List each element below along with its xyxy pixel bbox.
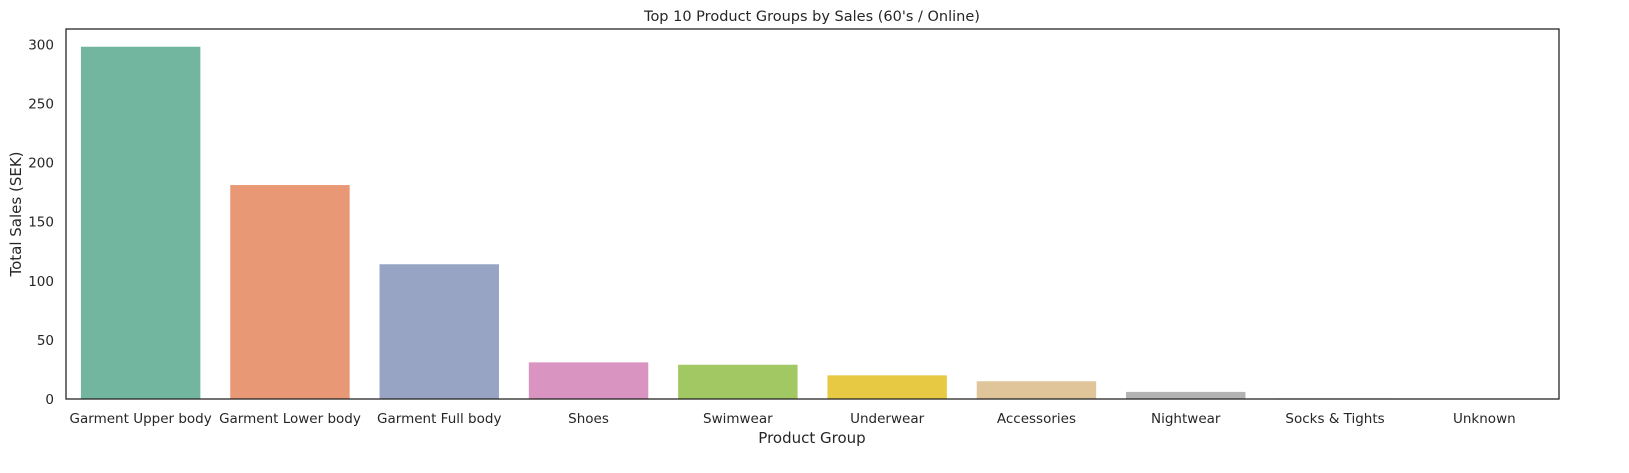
x-tick-label-socks-and-tights: Socks & Tights: [1285, 411, 1384, 427]
y-tick-labels: 0 50 100 150 200 250 300: [28, 37, 54, 408]
x-tick-label-underwear: Underwear: [850, 411, 924, 427]
x-tick-label-accessories: Accessories: [997, 411, 1076, 427]
bar-shoes: [528, 362, 649, 399]
y-tick-label-200: 200: [28, 156, 54, 172]
bar-garment-full-body: [379, 264, 499, 399]
y-tick-label-150: 150: [28, 215, 54, 231]
y-tick-label-0: 0: [45, 392, 54, 408]
bar-swimwear: [678, 364, 798, 399]
x-tick-labels: Garment Upper body Garment Lower body Garm…: [70, 411, 1516, 427]
bar-underwear: [827, 375, 947, 399]
x-tick-label-swimwear: Swimwear: [703, 411, 773, 427]
x-tick-label-nightwear: Nightwear: [1151, 411, 1221, 427]
x-tick-label-garment-upper-body: Garment Upper body: [70, 411, 212, 427]
y-tick-label-250: 250: [28, 96, 54, 112]
bar-accessories: [976, 381, 1097, 399]
x-tick-label-garment-full-body: Garment Full body: [377, 411, 501, 427]
plot-frame: [65, 28, 1560, 400]
bar-garment-upper-body: [80, 46, 201, 399]
y-axis-label: Total Sales (SEK): [7, 151, 25, 277]
y-tick-label-50: 50: [37, 333, 54, 349]
bars-group: [80, 46, 1545, 399]
y-tick-label-300: 300: [28, 37, 54, 53]
chart-title: Top 10 Product Groups by Sales (60's / O…: [643, 9, 980, 25]
y-tick-label-100: 100: [28, 274, 54, 290]
bar-nightwear: [1126, 391, 1246, 399]
x-tick-label-unknown: Unknown: [1453, 411, 1516, 427]
x-tick-label-shoes: Shoes: [568, 411, 609, 427]
bar-garment-lower-body: [230, 185, 350, 399]
x-tick-label-garment-lower-body: Garment Lower body: [219, 411, 361, 427]
x-axis-label: Product Group: [758, 429, 865, 447]
